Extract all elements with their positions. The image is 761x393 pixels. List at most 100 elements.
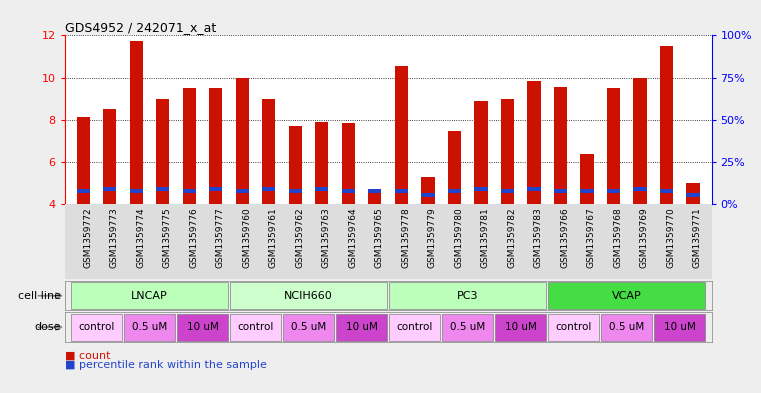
Bar xyxy=(209,187,222,191)
Bar xyxy=(654,314,705,341)
Text: GSM1359762: GSM1359762 xyxy=(295,208,304,268)
Bar xyxy=(177,314,228,341)
Bar xyxy=(474,187,488,191)
Text: ■ count: ■ count xyxy=(65,351,110,361)
Bar xyxy=(315,122,329,204)
Bar xyxy=(342,189,355,193)
Text: 10 uM: 10 uM xyxy=(186,322,218,332)
Text: 0.5 uM: 0.5 uM xyxy=(291,322,326,332)
Text: GSM1359783: GSM1359783 xyxy=(534,208,543,268)
Bar xyxy=(548,314,600,341)
Bar xyxy=(607,88,620,204)
Bar xyxy=(263,99,275,204)
Bar xyxy=(336,314,387,341)
Text: GSM1359764: GSM1359764 xyxy=(349,208,358,268)
Bar xyxy=(71,282,228,309)
Text: GSM1359768: GSM1359768 xyxy=(613,208,622,268)
Bar xyxy=(447,189,461,193)
Bar xyxy=(230,314,282,341)
Bar xyxy=(283,314,334,341)
Text: LNCAP: LNCAP xyxy=(131,291,168,301)
Bar xyxy=(422,177,435,204)
Bar xyxy=(686,193,699,197)
Text: GSM1359761: GSM1359761 xyxy=(269,208,278,268)
Bar xyxy=(342,123,355,204)
Text: 0.5 uM: 0.5 uM xyxy=(609,322,645,332)
Text: GSM1359779: GSM1359779 xyxy=(428,208,437,268)
Text: GSM1359777: GSM1359777 xyxy=(216,208,224,268)
Bar xyxy=(230,282,387,309)
Text: GSM1359760: GSM1359760 xyxy=(242,208,251,268)
Bar xyxy=(395,66,408,204)
Bar xyxy=(501,99,514,204)
Bar xyxy=(129,40,143,204)
Bar xyxy=(554,87,567,204)
Bar xyxy=(581,154,594,204)
Bar xyxy=(209,88,222,204)
Text: GSM1359765: GSM1359765 xyxy=(375,208,384,268)
Text: GSM1359782: GSM1359782 xyxy=(508,208,517,268)
Bar xyxy=(288,126,302,204)
Text: 10 uM: 10 uM xyxy=(345,322,377,332)
Text: GSM1359781: GSM1359781 xyxy=(481,208,490,268)
Bar xyxy=(581,189,594,193)
Bar xyxy=(236,189,249,193)
Bar xyxy=(422,193,435,197)
Bar xyxy=(103,109,116,204)
Text: dose: dose xyxy=(34,322,61,332)
Bar xyxy=(447,132,461,204)
Text: VCAP: VCAP xyxy=(612,291,642,301)
Bar xyxy=(124,314,175,341)
Text: GSM1359778: GSM1359778 xyxy=(401,208,410,268)
Bar xyxy=(633,77,647,204)
Text: control: control xyxy=(237,322,274,332)
Text: PC3: PC3 xyxy=(457,291,479,301)
Bar xyxy=(495,314,546,341)
Bar xyxy=(263,187,275,191)
Bar xyxy=(288,189,302,193)
Bar xyxy=(686,183,699,204)
Text: 0.5 uM: 0.5 uM xyxy=(450,322,486,332)
Text: ■ percentile rank within the sample: ■ percentile rank within the sample xyxy=(65,360,266,371)
Bar xyxy=(183,189,196,193)
Text: GSM1359776: GSM1359776 xyxy=(189,208,199,268)
Text: GSM1359780: GSM1359780 xyxy=(454,208,463,268)
Text: GSM1359775: GSM1359775 xyxy=(163,208,172,268)
Bar xyxy=(395,189,408,193)
Bar xyxy=(368,192,381,204)
Text: NCIH660: NCIH660 xyxy=(284,291,333,301)
Bar xyxy=(71,314,123,341)
Bar xyxy=(501,189,514,193)
Text: GSM1359771: GSM1359771 xyxy=(693,208,702,268)
Bar xyxy=(527,187,540,191)
Text: control: control xyxy=(396,322,433,332)
Bar xyxy=(389,282,546,309)
Text: control: control xyxy=(556,322,592,332)
Bar xyxy=(474,101,488,204)
Bar xyxy=(183,88,196,204)
Text: GDS4952 / 242071_x_at: GDS4952 / 242071_x_at xyxy=(65,21,216,34)
Text: 10 uM: 10 uM xyxy=(664,322,696,332)
Text: cell line: cell line xyxy=(18,291,61,301)
Text: GSM1359774: GSM1359774 xyxy=(136,208,145,268)
Bar xyxy=(156,99,170,204)
Bar xyxy=(156,187,170,191)
Bar xyxy=(607,189,620,193)
Bar xyxy=(236,77,249,204)
Bar xyxy=(103,187,116,191)
Text: GSM1359770: GSM1359770 xyxy=(667,208,676,268)
Bar xyxy=(660,189,673,193)
Bar xyxy=(77,117,90,204)
Bar xyxy=(368,189,381,193)
Bar xyxy=(442,314,493,341)
Bar xyxy=(77,189,90,193)
Text: GSM1359769: GSM1359769 xyxy=(640,208,649,268)
Bar xyxy=(554,189,567,193)
Text: control: control xyxy=(78,322,115,332)
Text: GSM1359767: GSM1359767 xyxy=(587,208,596,268)
Bar xyxy=(129,189,143,193)
Text: 0.5 uM: 0.5 uM xyxy=(132,322,167,332)
Bar xyxy=(389,314,441,341)
Text: GSM1359763: GSM1359763 xyxy=(322,208,331,268)
Bar xyxy=(548,282,705,309)
